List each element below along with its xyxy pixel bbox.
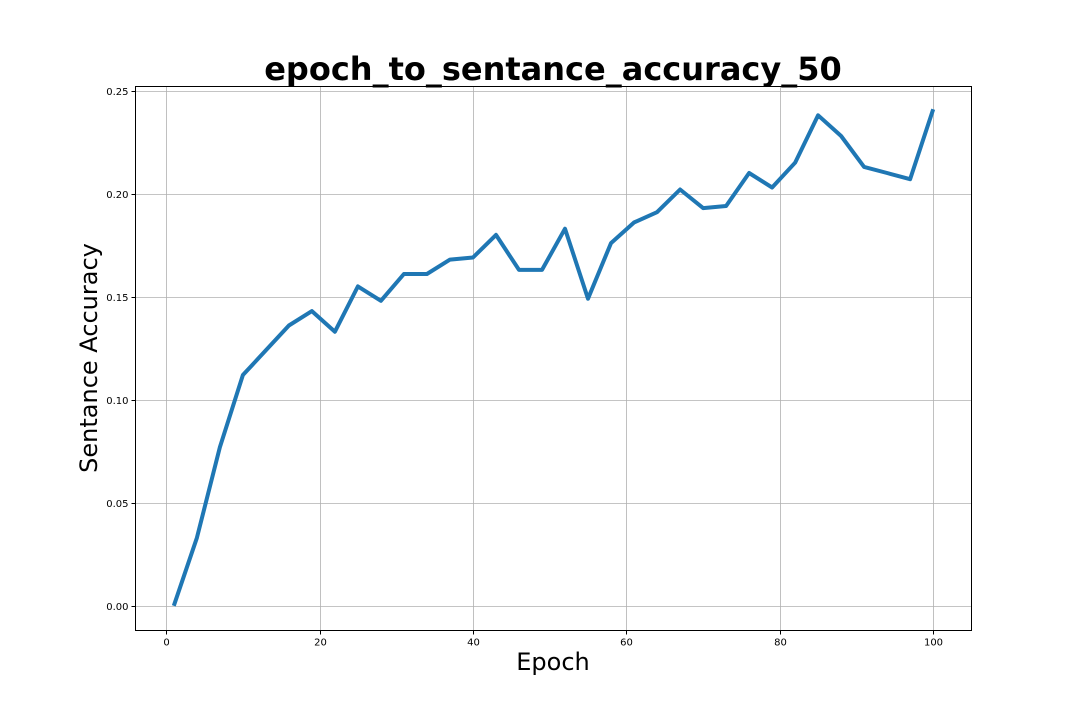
y-axis-label: Sentance Accuracy [75,243,103,473]
grid-lines [135,86,972,631]
x-tick-label: 80 [774,638,787,649]
series-line [171,108,936,607]
x-tick-label: 20 [314,638,327,649]
x-tick-label: 0 [163,638,169,649]
x-axis-label: Epoch [516,648,590,676]
y-tick-label: 0.15 [106,293,128,304]
x-tick-label: 60 [620,638,633,649]
plot-frame [135,86,972,631]
chart-title: epoch_to_sentance_accuracy_50 [264,50,842,88]
x-tick-label: 100 [924,638,943,649]
y-tick-label: 0.05 [106,499,128,510]
y-tick-label: 0.10 [106,396,128,407]
series-layer [171,108,936,607]
axis-ticks: 0 20 40 60 80 100 0.00 0.05 0.10 0.15 0.20 0.25 [106,87,943,649]
x-tick-label: 40 [467,638,480,649]
y-tick-label: 0.20 [106,190,128,201]
y-tick-label: 0.25 [106,87,128,98]
y-tick-label: 0.00 [106,602,128,613]
